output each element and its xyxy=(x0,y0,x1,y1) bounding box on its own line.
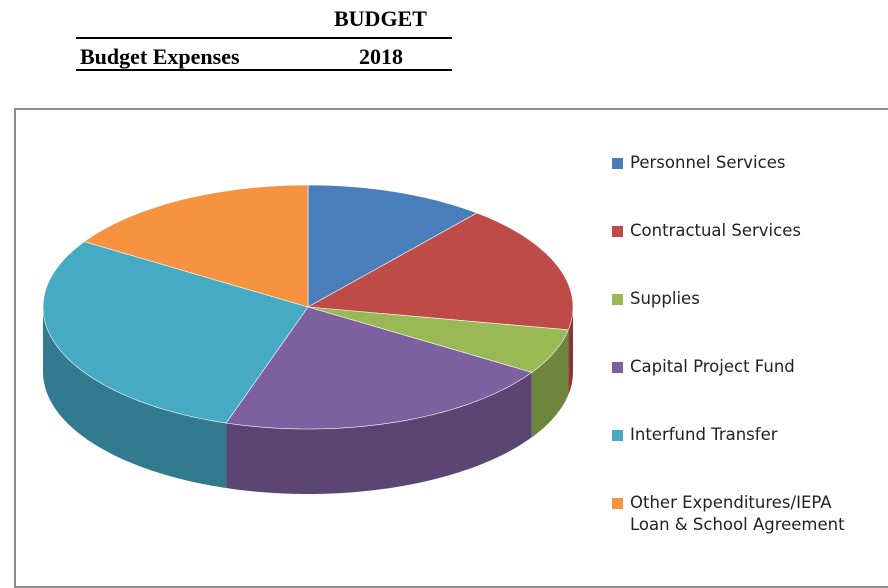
rule xyxy=(76,69,452,71)
legend-swatch xyxy=(612,226,623,237)
legend-swatch xyxy=(612,362,623,373)
legend-item: Other Expenditures/IEPA Loan & School Ag… xyxy=(612,492,872,560)
legend-item: Contractual Services xyxy=(612,220,872,288)
legend-swatch xyxy=(612,430,623,441)
year: 2018 xyxy=(359,44,403,69)
legend-item: Supplies xyxy=(612,288,872,356)
pie-slice xyxy=(306,212,574,331)
pie-side xyxy=(226,372,532,494)
legend-swatch xyxy=(612,498,623,509)
legend-label: Personnel Services xyxy=(630,153,786,172)
legend-label: Capital Project Fund xyxy=(630,357,795,376)
pie-side xyxy=(568,307,573,395)
legend-item: Capital Project Fund xyxy=(612,356,872,424)
legend-swatch xyxy=(612,158,623,169)
pie-slice xyxy=(225,306,533,430)
pie-slice xyxy=(307,184,478,308)
pie-side xyxy=(531,329,569,438)
pie-slice xyxy=(83,184,309,308)
legend-label: Other Expenditures/IEPA Loan & School Ag… xyxy=(630,493,845,534)
pie-slice xyxy=(42,241,309,424)
column-title: BUDGET xyxy=(334,6,427,31)
pie-side xyxy=(43,307,227,489)
legend-label: Contractual Services xyxy=(630,221,801,240)
pie-slice xyxy=(307,306,569,373)
legend: Personnel Services Contractual Services Su… xyxy=(612,152,872,560)
row-label: Budget Expenses xyxy=(80,44,240,69)
legend-label: Supplies xyxy=(630,289,700,308)
legend-item: Personnel Services xyxy=(612,152,872,220)
rule xyxy=(76,37,452,39)
legend-item: Interfund Transfer xyxy=(612,424,872,492)
legend-swatch xyxy=(612,294,623,305)
legend-label: Interfund Transfer xyxy=(630,425,778,444)
